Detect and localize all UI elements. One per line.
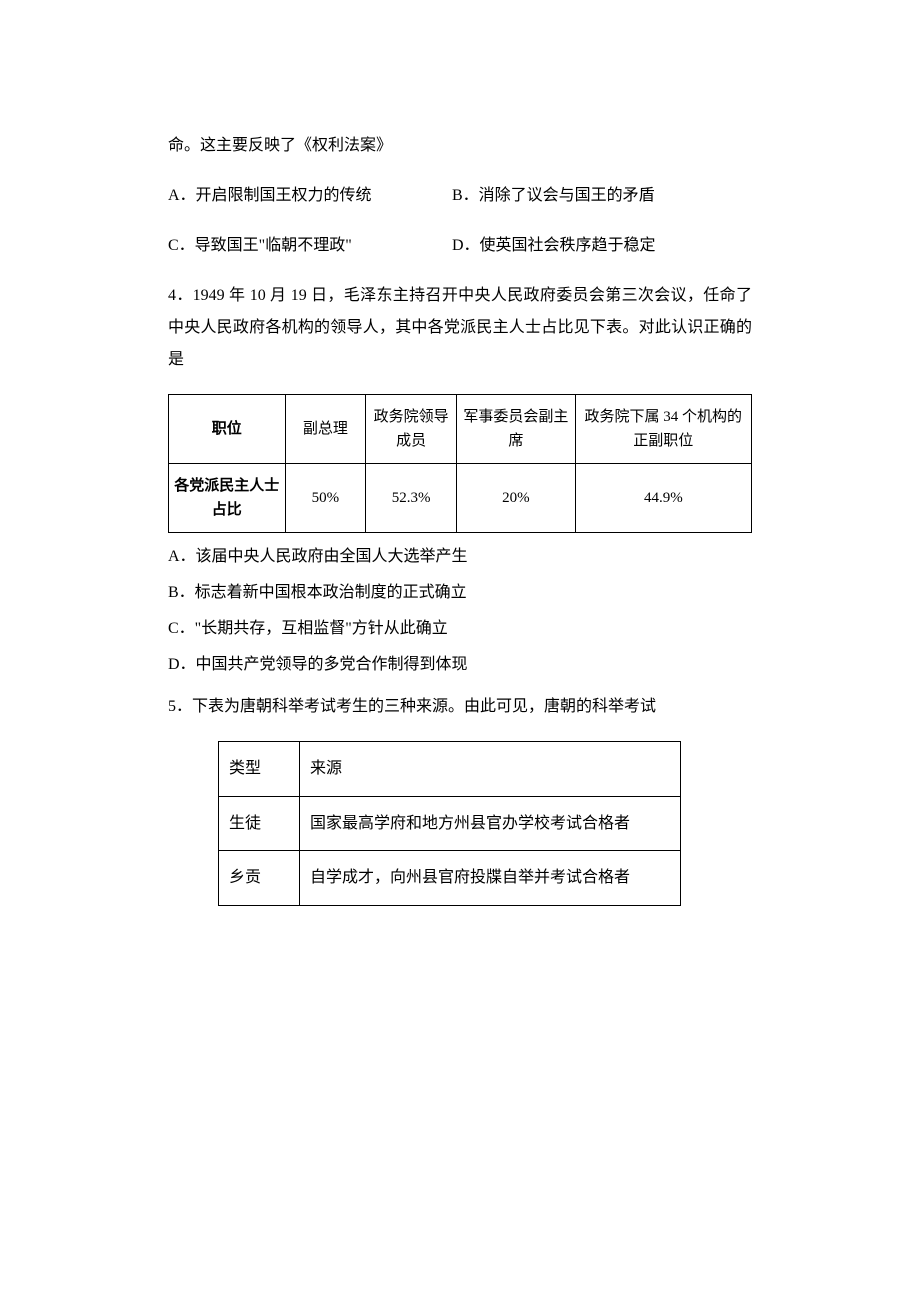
q3-options-row-ab: A．开启限制国王权力的传统 B．消除了议会与国王的矛盾: [168, 180, 752, 212]
q3-option-d: D．使英国社会秩序趋于稳定: [452, 230, 656, 262]
q4-val-4: 44.9%: [575, 464, 751, 533]
q4-val-1: 50%: [285, 464, 366, 533]
q4-option-c: C．"长期共存，互相监督"方针从此确立: [168, 613, 752, 645]
q4-option-b: B．标志着新中国根本政治制度的正式确立: [168, 577, 752, 609]
q5-r1-c1: 生徒: [219, 796, 300, 851]
table-row: 职位 副总理 政务院领导成员 军事委员会副主席 政务院下属 34 个机构的正副职…: [169, 395, 752, 464]
q5-table: 类型 来源 生徒 国家最高学府和地方州县官办学校考试合格者 乡贡 自学成才，向州…: [218, 741, 681, 906]
q4-th-position: 职位: [169, 395, 286, 464]
q5-r2-c2: 自学成才，向州县官府投牒自举并考试合格者: [300, 851, 681, 906]
q3-stem-continuation: 命。这主要反映了《权利法案》: [168, 130, 752, 162]
q5-r2-c1: 乡贡: [219, 851, 300, 906]
table-row: 各党派民主人士占比 50% 52.3% 20% 44.9%: [169, 464, 752, 533]
q4-stem: 4．1949 年 10 月 19 日，毛泽东主持召开中央人民政府委员会第三次会议…: [168, 280, 752, 376]
q5-th-source: 来源: [300, 742, 681, 797]
q5-th-type: 类型: [219, 742, 300, 797]
table-row: 生徒 国家最高学府和地方州县官办学校考试合格者: [219, 796, 681, 851]
q4-table: 职位 副总理 政务院领导成员 军事委员会副主席 政务院下属 34 个机构的正副职…: [168, 394, 752, 533]
q5-stem: 5．下表为唐朝科举考试考生的三种来源。由此可见，唐朝的科举考试: [168, 691, 752, 723]
q3-options-row-cd: C．导致国王"临朝不理政" D．使英国社会秩序趋于稳定: [168, 230, 752, 262]
q3-option-a: A．开启限制国王权力的传统: [168, 180, 448, 212]
q4-val-2: 52.3%: [366, 464, 457, 533]
q4-th-34-orgs: 政务院下属 34 个机构的正副职位: [575, 395, 751, 464]
table-row: 乡贡 自学成才，向州县官府投牒自举并考试合格者: [219, 851, 681, 906]
q4-row-label: 各党派民主人士占比: [169, 464, 286, 533]
q4-option-d: D．中国共产党领导的多党合作制得到体现: [168, 649, 752, 681]
document-page: 命。这主要反映了《权利法案》 A．开启限制国王权力的传统 B．消除了议会与国王的…: [0, 0, 920, 1307]
q4-th-gov-council: 政务院领导成员: [366, 395, 457, 464]
q4-block: 4．1949 年 10 月 19 日，毛泽东主持召开中央人民政府委员会第三次会议…: [168, 280, 752, 681]
q4-th-mil-committee: 军事委员会副主席: [457, 395, 576, 464]
q5-r1-c2: 国家最高学府和地方州县官办学校考试合格者: [300, 796, 681, 851]
q4-option-a: A．该届中央人民政府由全国人大选举产生: [168, 541, 752, 573]
table-row: 类型 来源: [219, 742, 681, 797]
q4-val-3: 20%: [457, 464, 576, 533]
q5-block: 5．下表为唐朝科举考试考生的三种来源。由此可见，唐朝的科举考试 类型 来源 生徒…: [168, 691, 752, 906]
q4-th-vice-premier: 副总理: [285, 395, 366, 464]
q3-option-c: C．导致国王"临朝不理政": [168, 230, 448, 262]
q3-option-b: B．消除了议会与国王的矛盾: [452, 180, 655, 212]
